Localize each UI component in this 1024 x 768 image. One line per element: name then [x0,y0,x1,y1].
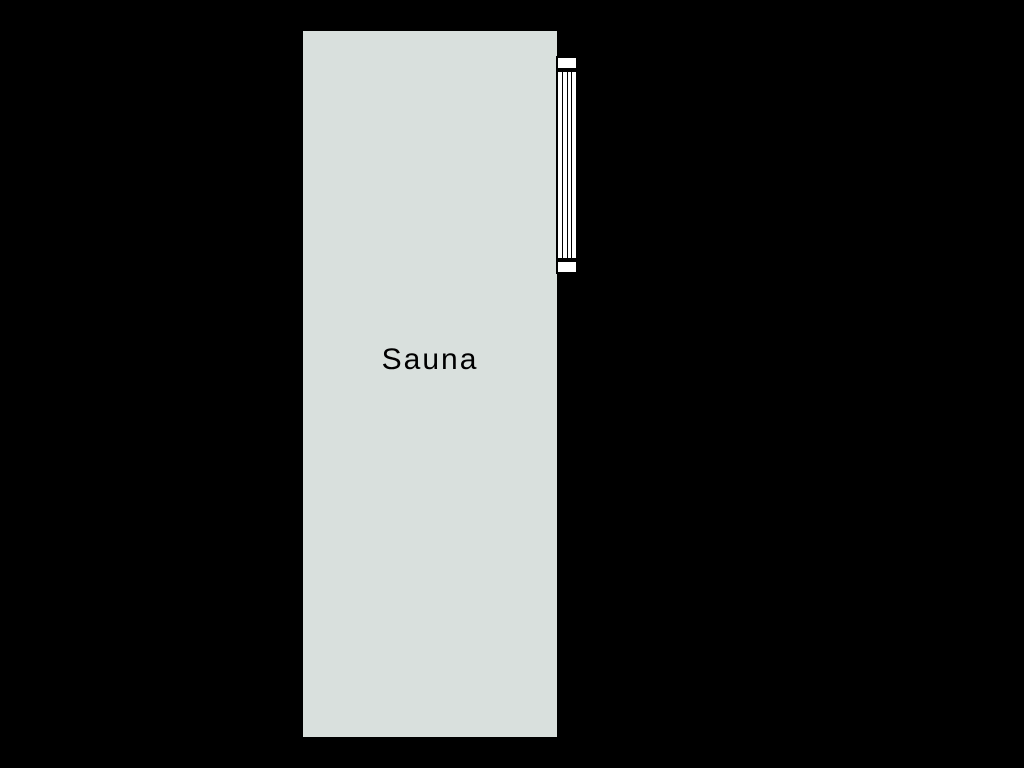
room-sauna [300,28,560,740]
heater-cap-top [556,56,578,70]
heater-slat [571,72,572,258]
heater-cap-bottom [556,260,578,274]
floorplan-canvas: Sauna [0,0,1024,768]
heater-slat [562,72,563,258]
heater-slat [567,72,568,258]
room-label-sauna: Sauna [382,343,479,377]
